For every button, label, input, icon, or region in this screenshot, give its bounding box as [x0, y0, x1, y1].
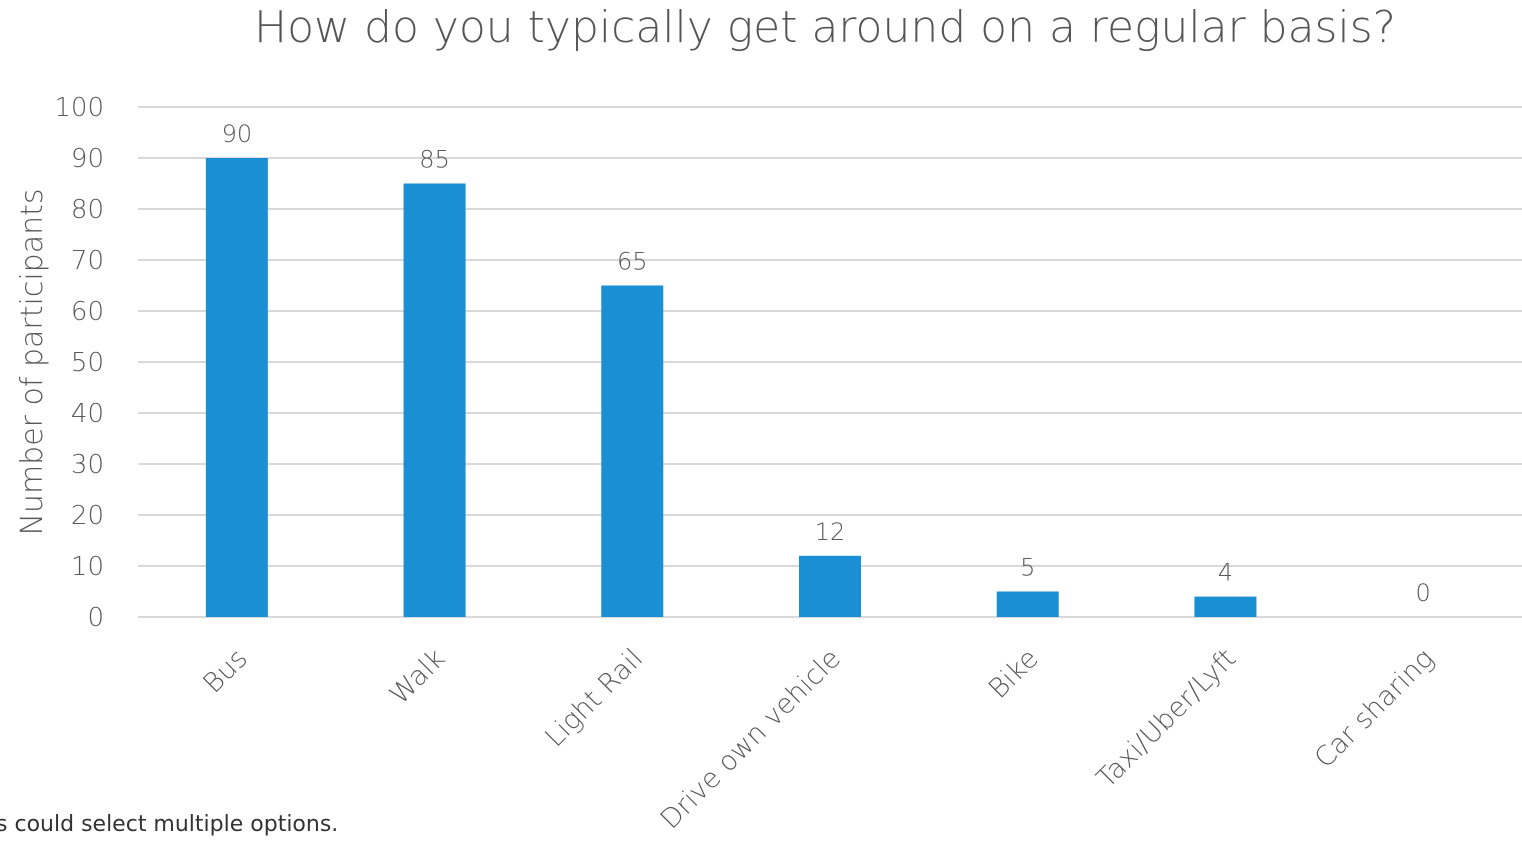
category-label: Drive own vehicle	[655, 643, 847, 835]
data-label: 85	[419, 146, 450, 174]
category-label: Walk	[384, 643, 452, 711]
y-tick-label: 70	[71, 246, 104, 276]
y-axis-ticks: 0 10 20 30 40 50 60 70 80 90 100	[54, 93, 104, 633]
y-tick-label: 100	[54, 93, 104, 123]
category-label: Car sharing	[1309, 643, 1440, 774]
y-tick-label: 50	[71, 348, 104, 378]
chart-title: How do you typically get around on a reg…	[254, 2, 1396, 53]
category-label: Bus	[197, 643, 253, 699]
footnote-text: ants could select multiple options.	[0, 812, 339, 837]
y-tick-label: 10	[71, 552, 104, 582]
bar	[1194, 596, 1257, 617]
data-labels: 90 85 65 12 5 4 0	[222, 120, 1431, 607]
bar	[996, 591, 1059, 617]
y-tick-label: 90	[71, 144, 104, 174]
bars	[205, 158, 1257, 617]
category-label: Bike	[983, 643, 1045, 705]
category-labels: Bus Walk Light Rail Drive own vehicle Bike Ta…	[197, 643, 1440, 835]
y-tick-label: 60	[71, 297, 104, 327]
data-label: 65	[617, 248, 648, 276]
bar	[403, 183, 466, 617]
y-tick-label: 30	[71, 450, 104, 480]
footnote: ants could select multiple options.	[0, 812, 420, 837]
data-label: 12	[815, 518, 846, 546]
category-label: Light Rail	[539, 643, 649, 753]
bar	[799, 555, 861, 617]
y-axis-title: Number of participants	[15, 188, 50, 535]
data-label: 90	[222, 120, 253, 148]
data-label: 4	[1218, 559, 1233, 587]
category-label: Taxi/Uber/Lyft	[1091, 643, 1242, 794]
y-tick-label: 40	[71, 399, 104, 429]
y-tick-label: 0	[87, 603, 104, 633]
bar	[601, 285, 664, 617]
y-tick-label: 20	[71, 501, 104, 531]
bar	[205, 158, 268, 617]
data-label: 0	[1416, 579, 1431, 607]
data-label: 5	[1020, 554, 1035, 582]
y-tick-label: 80	[71, 195, 104, 225]
